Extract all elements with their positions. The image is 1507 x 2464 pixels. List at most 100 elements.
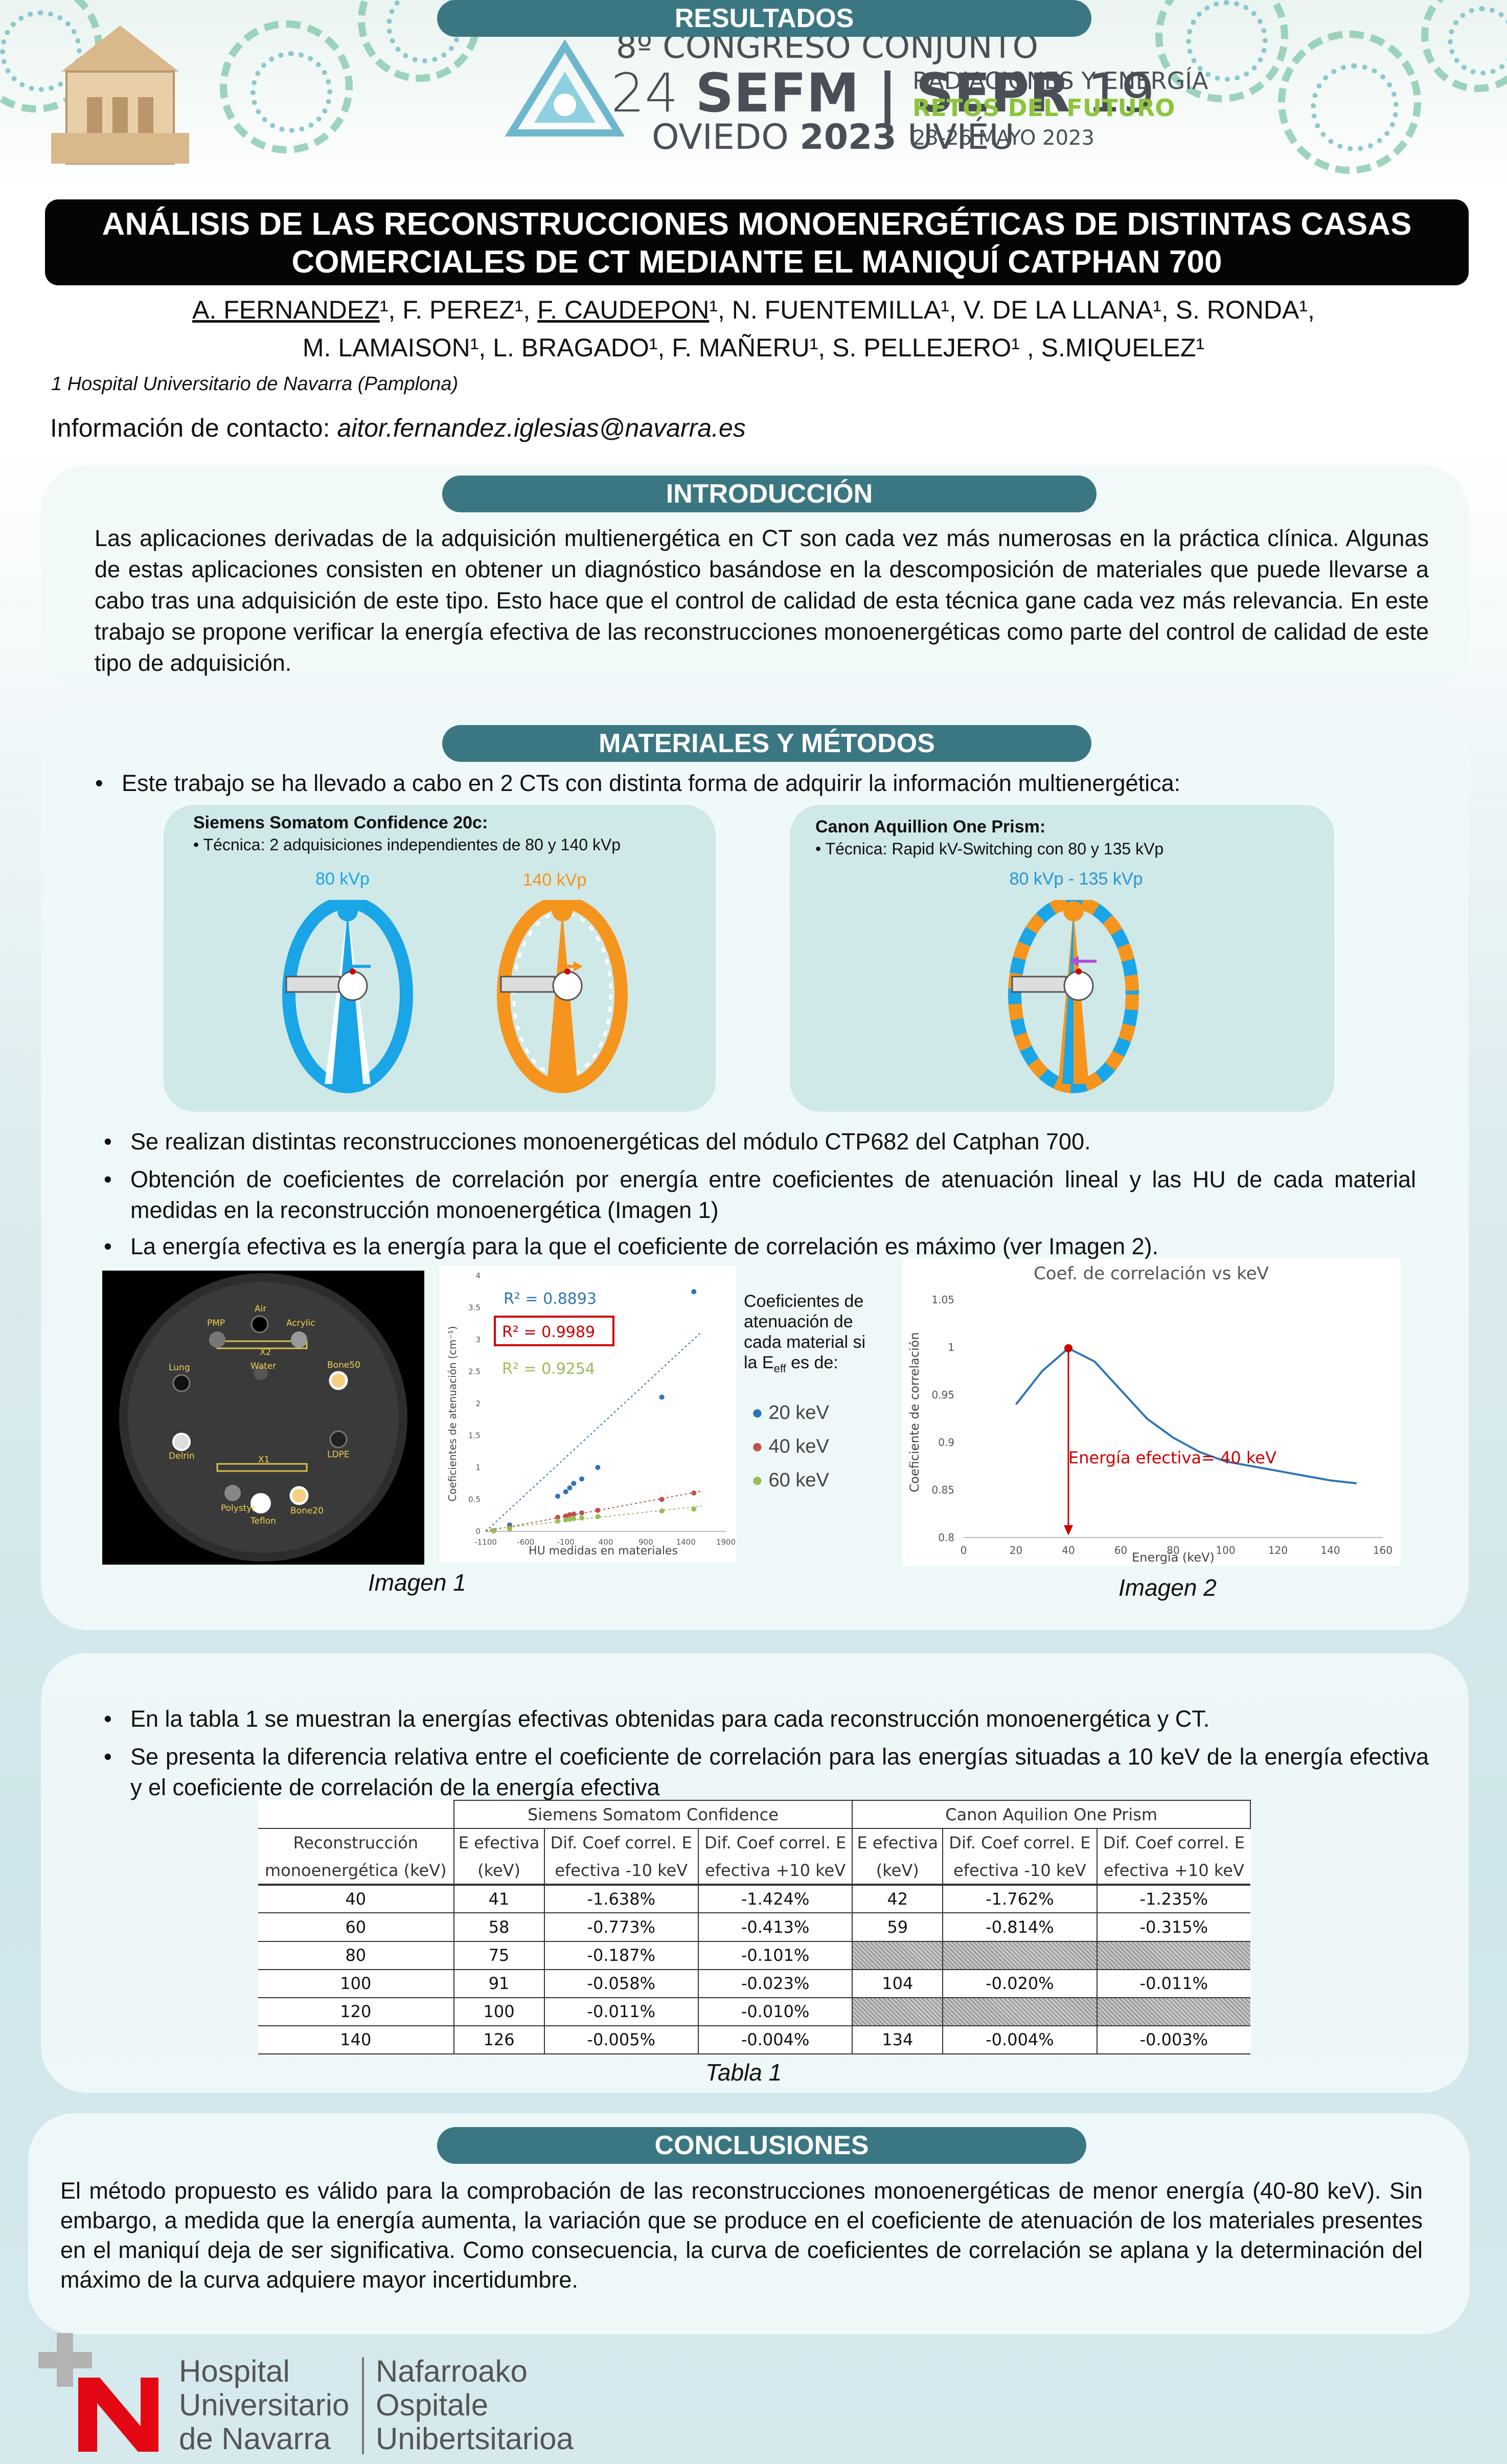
conclusions-title: CONCLUSIONES [437,2127,1086,2164]
scatter-legend-title: Coeficientes de atenuación de cada mater… [744,1292,866,1375]
phantom-label: Water [250,1361,276,1371]
scatter-point [567,1485,573,1490]
legend-item-20kev: ● 20 keV [751,1402,829,1423]
table-header: (keV) [453,1857,544,1885]
table-row: 100 91 -0.058% -0.023% 104 -0.020% -0.011% [258,1969,1250,1998]
scatter-ylabel: Coeficientes de atenuación (cm⁻¹) [446,1326,459,1501]
caption-table1: Tabla 1 [705,2059,782,2086]
scatter-legend: ● 20 keV ● 40 keV ● 60 keV [751,1396,829,1497]
scatter-point [563,1489,568,1495]
table-cell [942,1941,1097,1970]
author-fernandez: A. FERNANDEZ [192,296,380,324]
max-marker-arrow [1064,1525,1073,1535]
contact-info: Información de contacto: aitor.fernandez… [50,414,746,442]
scatter-point [491,1528,496,1534]
scatter-xtick: 900 [638,1538,653,1547]
phantom-label: LDPE [327,1450,350,1460]
phantom-label: Lung [169,1363,190,1373]
corr-ytick: 1.05 [931,1294,954,1306]
corr-xtick: 20 [1010,1544,1022,1556]
table-row: 80 75 -0.187% -0.101% [258,1941,1250,1970]
scatter-ytick: 4 [475,1271,481,1280]
corr-xtick: 0 [961,1544,967,1556]
table-row: 140 126 -0.005% -0.004% 134 -0.004% -0.003% [258,2025,1250,2054]
max-marker-point [1064,1344,1072,1352]
table-cell: -1.762% [942,1885,1097,1913]
trendline-series-0 [485,1331,702,1532]
corr-xlabel: Energía (keV) [1132,1550,1215,1565]
table-cell: 104 [852,1969,943,1998]
table-row: 120 100 -0.011% -0.010% [258,1997,1250,2026]
scatter-point [659,1394,665,1400]
congress-name-row: 24 SEFM | SEPR 19 [611,62,1155,124]
scatter-point [691,1490,697,1496]
table-cell: -0.315% [1096,1913,1250,1941]
caption-image2: Imagen 2 [1118,1574,1217,1601]
title-line2: COMERCIALES DE CT MEDIANTE EL MANIQUÍ CA… [291,244,1222,280]
scatter-point [595,1514,601,1520]
scatter-xtick: -1100 [474,1538,497,1547]
table-cell: -0.011% [1096,1969,1250,1998]
corr-ylabel: Coeficiente de correlación [907,1332,922,1492]
table-cell: -0.003% [1096,2025,1250,2054]
table-header: efectiva +10 keV [1096,1857,1250,1885]
table-row: 40 41 -1.638% -1.424% 42 -1.762% -1.235% [258,1885,1250,1913]
scatter-point [595,1507,601,1513]
scatter-xtick: 400 [599,1538,613,1547]
scatter-point [563,1517,568,1523]
table-header: (keV) [852,1857,943,1885]
authors-line2: M. LAMAISON¹, L. BRAGADO¹, F. MAÑERU¹, S… [302,333,1205,362]
phantom-label: X1 [258,1455,269,1465]
methods-bullet-2: • Obtención de coeficientes de correlació… [104,1166,1416,1223]
corr-xtick: 120 [1268,1544,1288,1556]
legend-item-60kev: ● 60 keV [751,1470,829,1491]
corr-xtick: 100 [1216,1544,1235,1556]
scatter-point [579,1476,584,1482]
table-group-canon: Canon Aquilion One Prism [852,1799,1251,1829]
table-cell: -0.004% [942,2025,1097,2054]
scatter-point [571,1516,577,1521]
scatter-xtick: 1400 [676,1538,696,1547]
corr-xtick: 40 [1062,1544,1075,1556]
siemens-ct-box [164,805,716,1112]
scatter-point [659,1508,665,1513]
table-cell: 40 [345,1889,367,1909]
table-cell: -0.005% [543,2025,698,2054]
congress-emblem [505,39,625,137]
authors-line1: A. FERNANDEZ¹, F. PEREZ¹, F. CAUDEPON¹, … [192,296,1315,324]
siemens-80kvp-gantry [282,900,413,1093]
logo-divider [362,2357,364,2454]
table-cell [1096,1941,1250,1970]
scatter-point [571,1481,577,1486]
congress-num-right: 19 [1087,62,1155,124]
methods-title: MATERIALES Y MÉTODOS [442,725,1091,762]
table-cell: -0.020% [942,1969,1097,1998]
corr-ytick: 0.9 [938,1436,954,1449]
r2-label-60kev: R² = 0.9254 [502,1360,595,1378]
canon-title: Canon Aquillion One Prism: [815,817,1046,837]
r2-label-40kev: R² = 0.9989 [502,1323,595,1341]
table-cell: 100 [340,1974,372,1994]
scatter-point [563,1513,568,1519]
contact-email[interactable]: aitor.fernandez.iglesias@navarra.es [337,414,746,442]
scatter-point [507,1526,512,1531]
rosette-ornament [220,20,353,153]
table-cell: 75 [453,1941,544,1970]
scatter-point [595,1465,601,1470]
table-header: efectiva -10 keV [942,1857,1097,1885]
table-cell: -0.413% [697,1913,853,1941]
table-cell: 91 [453,1969,544,1998]
table-header: monoenergética (keV) [264,1860,447,1880]
scatter-ytick: 2.5 [468,1367,481,1376]
table-cell: 140 [340,2030,372,2050]
corr-xtick: 60 [1114,1544,1127,1556]
table-cell: 126 [453,2025,544,2054]
methods-bullet-1: • Se realizan distintas reconstrucciones … [104,1128,1091,1155]
scatter-point [659,1497,665,1502]
siemens-140kvp-gantry [497,900,628,1093]
affiliation: 1 Hospital Universitario de Navarra (Pam… [51,373,459,395]
table-row: 60 58 -0.773% -0.413% 59 -0.814% -0.315% [258,1913,1250,1941]
table-header: Dif. Coef correl. E [942,1828,1097,1857]
siemens-technique: • Técnica: 2 adquisiciones independiente… [193,835,621,854]
siemens-kvp80: 80 kVp [315,869,370,889]
